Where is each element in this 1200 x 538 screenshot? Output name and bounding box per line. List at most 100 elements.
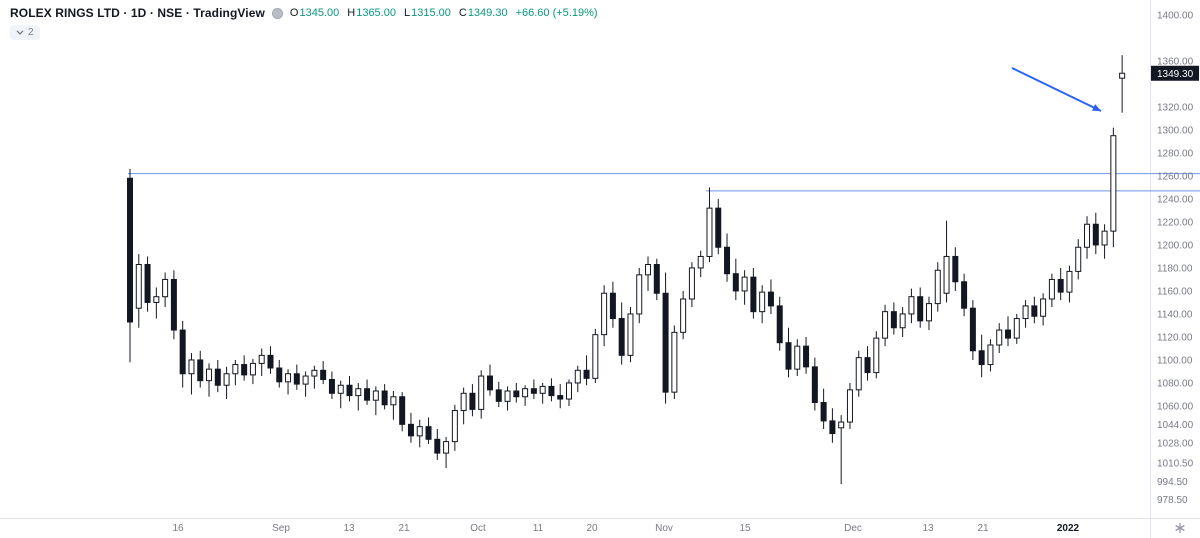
candle-body (513, 390, 520, 398)
candle-body (355, 388, 362, 397)
candle-body (548, 385, 555, 397)
time-axis-label: 20 (586, 523, 598, 534)
high-pair: H 1365.00 (347, 7, 396, 19)
candle-body (372, 390, 379, 401)
candle-body (425, 426, 432, 440)
candle-body (153, 296, 160, 303)
price-axis-label: 1160.00 (1157, 286, 1193, 297)
time-axis-label: Oct (470, 523, 486, 534)
candle-body (311, 369, 318, 377)
candle-body (337, 384, 344, 394)
candle-body (697, 255, 704, 269)
change-value: +66.60 (+5.19%) (515, 7, 598, 19)
candle-body (741, 276, 748, 292)
candle-body (724, 246, 731, 275)
low-pair: L 1315.00 (404, 7, 451, 19)
candle-body (179, 329, 186, 375)
candle-body (759, 291, 766, 313)
candle-body (1101, 230, 1108, 246)
candle-body (671, 331, 678, 393)
candle-body (1066, 270, 1073, 293)
candle-body (328, 379, 335, 394)
price-axis-label: 1220.00 (1157, 217, 1194, 228)
high-label: H (347, 7, 356, 19)
candle-body (1075, 246, 1082, 272)
candle-body (539, 385, 546, 394)
time-axis-label: 15 (739, 523, 751, 534)
candle-body (407, 423, 414, 437)
time-axis-label: Dec (844, 523, 862, 534)
candle-body (1040, 298, 1047, 317)
candle-body (1084, 223, 1091, 248)
time-axis-label: Nov (655, 523, 673, 534)
drawings-collapse-button[interactable]: 2 (10, 25, 40, 40)
candle-body (1013, 318, 1020, 339)
candle-body (925, 303, 932, 322)
candle-body (346, 384, 353, 397)
time-axis-label: 21 (977, 523, 989, 534)
price-axis-label: 1010.50 (1157, 458, 1194, 469)
candle-body (873, 337, 880, 374)
candle-body (197, 359, 204, 382)
candle-body (530, 388, 537, 394)
price-axis-label: 1400.00 (1157, 10, 1194, 21)
candle-body (416, 426, 423, 437)
chevron-down-icon (16, 30, 24, 35)
arrow-head-icon (1092, 104, 1101, 111)
candle-body (601, 292, 608, 336)
candle-body (776, 305, 783, 344)
candle-body (127, 177, 133, 323)
candle-body (838, 421, 845, 429)
open-label: O (289, 7, 299, 19)
candle-body (653, 264, 660, 294)
open-value: 1345.00 (299, 7, 340, 19)
symbol-title[interactable]: ROLEX RINGS LTD · 1D · NSE · TradingView (10, 6, 265, 20)
price-axis-label: 1060.00 (1157, 401, 1194, 412)
candle-body (645, 264, 652, 276)
candle-body (820, 402, 827, 422)
candle-body (364, 388, 371, 401)
candle-body (934, 269, 941, 305)
price-axis-label: 1320.00 (1157, 102, 1194, 113)
last-price-tag (1151, 65, 1199, 81)
arrow-drawing[interactable] (1011, 67, 1102, 112)
candle-body (399, 396, 406, 425)
low-label: L (403, 7, 411, 19)
candle-body (1119, 72, 1126, 79)
price-axis-label: 1300.00 (1157, 125, 1194, 136)
candle-body (302, 375, 309, 385)
symbol-row: ROLEX RINGS LTD · 1D · NSE · TradingView… (10, 6, 598, 20)
candle-body (785, 342, 792, 370)
price-axis-label: 1028.00 (1157, 438, 1194, 449)
candle-body (276, 367, 283, 383)
candle-body (636, 274, 643, 315)
candle-body (627, 313, 634, 356)
candle-body (1110, 135, 1117, 232)
candle-body (478, 375, 485, 410)
candle-body (882, 311, 889, 339)
time-axis-label: 13 (922, 523, 934, 534)
candle-body (232, 364, 239, 375)
candle-body (996, 329, 1003, 346)
status-dot-icon[interactable] (271, 7, 283, 19)
candle-body (320, 369, 327, 380)
candle-body (943, 255, 950, 294)
time-axis-label: 21 (398, 523, 410, 534)
candle-body (557, 395, 564, 400)
time-axis-label: Sep (272, 523, 290, 534)
candle-body (987, 344, 994, 366)
price-axis-label: 1240.00 (1157, 194, 1194, 205)
candle-body (249, 362, 256, 376)
price-axis-label: 994.50 (1157, 477, 1188, 488)
axis-settings-icon[interactable] (1175, 524, 1185, 532)
time-axis-label: 13 (343, 523, 355, 534)
time-axis-label: 16 (172, 523, 184, 534)
candle-body (566, 382, 572, 400)
candle-body (908, 296, 915, 315)
candle-body (811, 366, 818, 404)
candle-body (961, 281, 968, 309)
time-axis-label: 11 (533, 523, 544, 534)
candle-body (583, 369, 590, 379)
candle-body (451, 410, 458, 443)
